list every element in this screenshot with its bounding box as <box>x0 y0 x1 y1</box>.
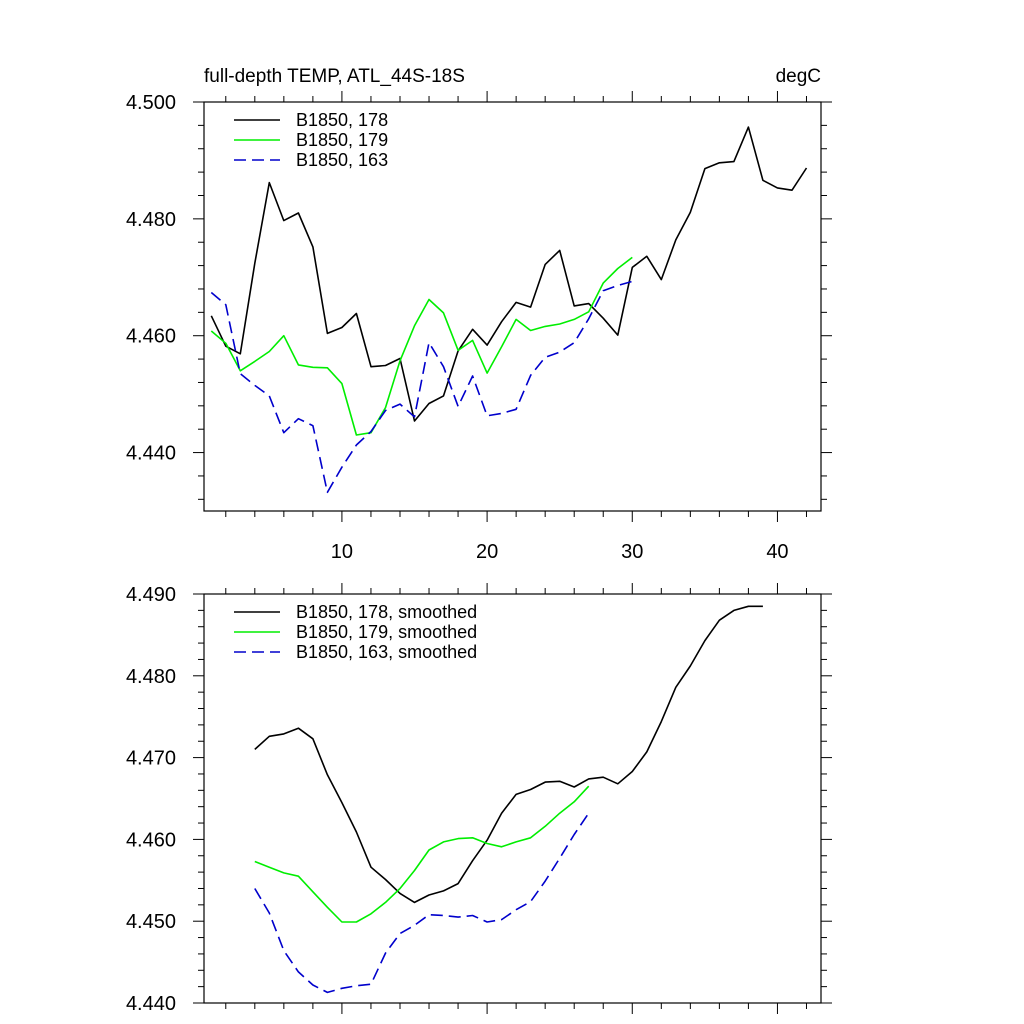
legend-label: B1850, 179 <box>296 130 388 150</box>
x-tick-label: 40 <box>766 541 788 563</box>
y-tick-label: 4.440 <box>126 993 176 1015</box>
series-line-0 <box>254 605 763 904</box>
y-tick-label: 4.480 <box>126 209 176 231</box>
top-panel: full-depth TEMP, ATL_44S-18S degC 4.440 4… <box>126 66 832 563</box>
series-line-0 <box>210 126 808 422</box>
series-line-1 <box>210 256 633 436</box>
y-tick-label: 4.460 <box>126 829 176 851</box>
y-tick-label: 4.460 <box>126 326 176 348</box>
y-tick-label: 4.490 <box>126 584 176 606</box>
plot-frame <box>203 101 822 512</box>
bottom-panel: 4.440 4.450 4.460 4.470 4.480 4.490 B1850, 178… <box>126 583 832 1015</box>
legend-label: B1850, 178 <box>296 110 388 130</box>
y-tick-label: 4.500 <box>126 92 176 114</box>
chart-title: full-depth TEMP, ATL_44S-18S <box>204 66 465 87</box>
y-tick-label: 4.480 <box>126 666 176 688</box>
x-tick-label: 20 <box>476 541 498 563</box>
y-tick-label: 4.470 <box>126 748 176 770</box>
legend-label: B1850, 163 <box>296 150 388 170</box>
y-tick-label: 4.440 <box>126 443 176 465</box>
legend-label: B1850, 179, smoothed <box>296 622 477 642</box>
legend-label: B1850, 178, smoothed <box>296 602 477 622</box>
series-line-2 <box>210 280 633 494</box>
y-tick-label: 4.450 <box>126 911 176 933</box>
legend-label: B1850, 163, smoothed <box>296 642 477 662</box>
units-label: degC <box>776 66 821 87</box>
x-tick-label: 10 <box>331 541 353 563</box>
plot-frame <box>203 593 822 1004</box>
series-line-1 <box>254 785 590 923</box>
x-tick-label: 30 <box>621 541 643 563</box>
series-line-2 <box>254 812 590 994</box>
